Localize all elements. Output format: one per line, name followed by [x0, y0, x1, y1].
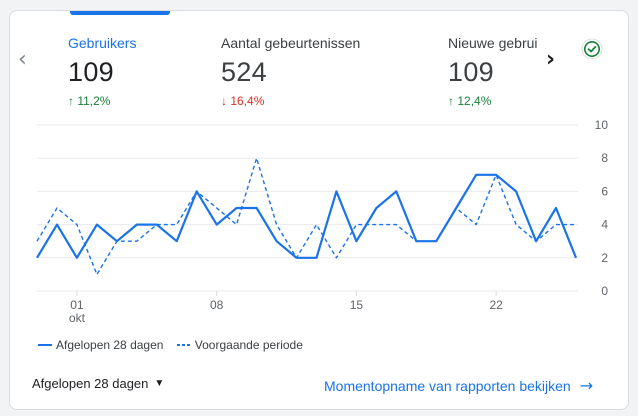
metric-delta-value: 16,4%	[230, 94, 265, 108]
chart-legend: Afgelopen 28 dagen Voorgaande periode	[38, 336, 313, 352]
metric-tab-users[interactable]: Gebruikers 109 ↑ 11,2%	[68, 35, 136, 108]
metric-tab-new-users[interactable]: Nieuwe gebruikers 109 ↑ 12,4%	[448, 35, 538, 108]
metric-delta: ↑ 12,4%	[448, 94, 538, 108]
arrow-up-icon: ↑	[68, 94, 74, 108]
series-line-previous-period	[36, 157, 576, 276]
x-tick-sublabel: okt	[69, 311, 86, 325]
report-link-label: Momentopname van rapporten bekijken	[324, 377, 571, 394]
check-circle-icon[interactable]	[581, 38, 603, 60]
caret-down-icon: ▼	[154, 378, 165, 389]
chevron-left-icon[interactable]: ‹	[18, 47, 27, 72]
y-tick-label: 10	[595, 118, 609, 132]
y-tick-label: 0	[601, 284, 608, 298]
metric-delta: ↓ 16,4%	[221, 94, 360, 108]
metric-label: Nieuwe gebruikers	[448, 35, 538, 51]
chevron-right-icon[interactable]: ›	[546, 47, 556, 72]
metric-label: Gebruikers	[68, 35, 137, 51]
x-tick-label: 22	[489, 298, 503, 312]
y-tick-label: 6	[601, 184, 608, 198]
active-tab-indicator	[70, 11, 170, 15]
metric-label: Aantal gebeurtenissen	[221, 35, 361, 51]
metric-value: 109	[68, 57, 114, 87]
view-reports-snapshot-link[interactable]: Momentopname van rapporten bekijken →	[324, 376, 593, 395]
arrow-right-icon: →	[579, 376, 594, 395]
metric-delta-value: 11,2%	[77, 94, 111, 108]
legend-item-current: Afgelopen 28 dagen	[38, 338, 163, 352]
date-range-dropdown[interactable]: Afgelopen 28 dagen ▼	[32, 376, 164, 391]
y-tick-label: 4	[601, 218, 608, 232]
metric-tabs: Gebruikers 109 ↑ 11,2% Aantal gebeurteni…	[50, 11, 538, 117]
x-tick-label: 08	[210, 298, 224, 312]
legend-label: Voorgaande periode	[194, 338, 303, 352]
metric-delta: ↑ 11,2%	[68, 94, 136, 108]
metric-value: 524	[221, 57, 267, 87]
date-range-label: Afgelopen 28 dagen	[32, 376, 149, 391]
arrow-down-icon: ↓	[221, 94, 227, 108]
series-line-last-28-days	[36, 173, 578, 259]
x-tick-label: 15	[350, 298, 364, 312]
users-overview-card: ‹ Gebruikers 109 ↑ 11,2% Aantal gebeurte…	[9, 10, 629, 410]
legend-item-previous: Voorgaande periode	[176, 338, 303, 352]
y-tick-label: 2	[601, 251, 608, 265]
arrow-up-icon: ↑	[448, 94, 454, 108]
y-tick-label: 8	[601, 151, 608, 165]
x-tick-label: 01	[70, 298, 84, 312]
metric-tab-events[interactable]: Aantal gebeurtenissen 524 ↓ 16,4%	[221, 35, 360, 108]
legend-label: Afgelopen 28 dagen	[56, 338, 164, 352]
metric-delta-value: 12,4%	[457, 94, 492, 108]
metric-value: 109	[448, 57, 494, 87]
